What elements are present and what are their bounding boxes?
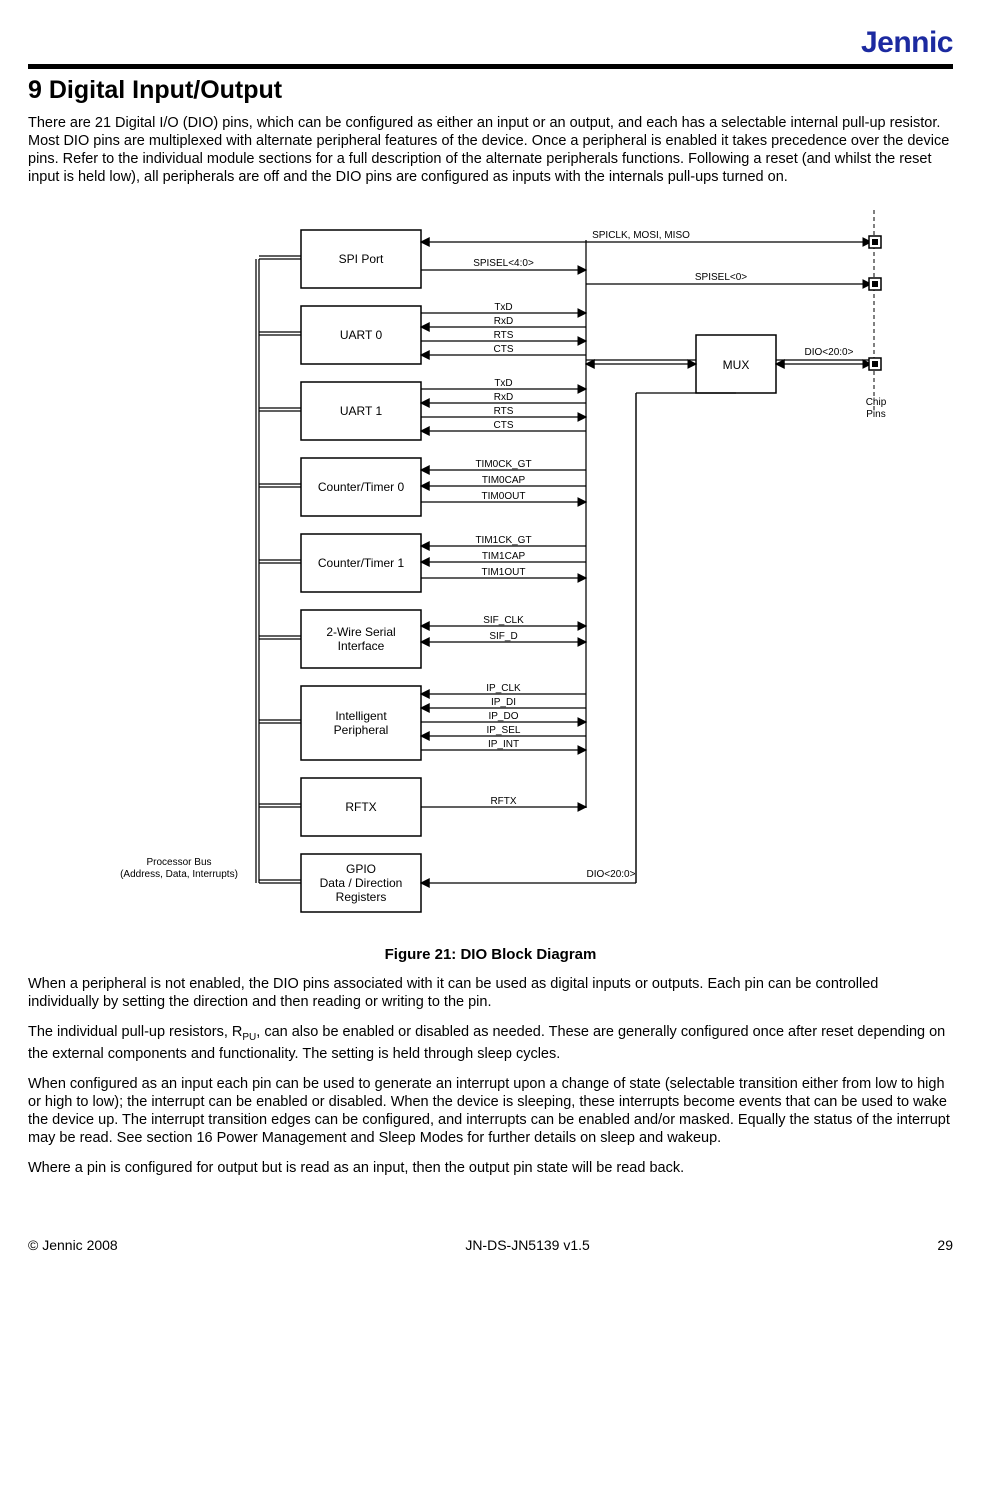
svg-text:IP_SEL: IP_SEL: [486, 725, 520, 736]
svg-text:GPIO: GPIO: [345, 862, 375, 876]
svg-text:MUX: MUX: [722, 358, 749, 372]
paragraph-3: When configured as an input each pin can…: [28, 1075, 953, 1148]
paragraph-4: Where a pin is configured for output but…: [28, 1159, 953, 1177]
svg-text:Data / Direction: Data / Direction: [319, 876, 402, 890]
svg-text:(Address, Data, Interrupts): (Address, Data, Interrupts): [120, 869, 238, 880]
svg-text:RTS: RTS: [493, 330, 513, 341]
svg-text:Registers: Registers: [335, 890, 386, 904]
svg-text:TIM1OUT: TIM1OUT: [481, 567, 525, 578]
figure-caption: Figure 21: DIO Block Diagram: [28, 946, 953, 965]
svg-text:Interface: Interface: [337, 639, 384, 653]
footer-copyright: © Jennic 2008: [28, 1237, 118, 1255]
paragraph-1: When a peripheral is not enabled, the DI…: [28, 975, 953, 1011]
svg-text:TIM0CAP: TIM0CAP: [481, 475, 525, 486]
svg-text:TIM0CK_GT: TIM0CK_GT: [475, 459, 531, 470]
svg-text:SPI Port: SPI Port: [338, 252, 383, 266]
svg-text:SIF_CLK: SIF_CLK: [483, 615, 524, 626]
svg-text:RxD: RxD: [493, 392, 512, 403]
svg-text:TxD: TxD: [494, 378, 512, 389]
intro-paragraph: There are 21 Digital I/O (DIO) pins, whi…: [28, 114, 953, 187]
svg-text:Peripheral: Peripheral: [333, 723, 388, 737]
svg-text:DIO<20:0>: DIO<20:0>: [586, 869, 635, 880]
svg-text:UART 1: UART 1: [339, 404, 382, 418]
svg-text:Pins: Pins: [866, 409, 885, 420]
svg-text:Intelligent: Intelligent: [335, 709, 387, 723]
svg-text:Counter/Timer 1: Counter/Timer 1: [317, 556, 404, 570]
paragraph-2: The individual pull-up resistors, RPU, c…: [28, 1023, 953, 1063]
svg-text:RFTX: RFTX: [345, 800, 376, 814]
svg-text:CTS: CTS: [493, 420, 513, 431]
svg-text:SPISEL<0>: SPISEL<0>: [694, 272, 746, 283]
page-footer: © Jennic 2008 JN-DS-JN5139 v1.5 29: [28, 1237, 953, 1255]
svg-text:IP_INT: IP_INT: [487, 739, 518, 750]
section-heading: 9 Digital Input/Output: [28, 75, 953, 106]
svg-text:IP_DO: IP_DO: [488, 711, 518, 722]
svg-text:Processor Bus: Processor Bus: [146, 857, 211, 868]
svg-text:CTS: CTS: [493, 344, 513, 355]
svg-text:RTS: RTS: [493, 406, 513, 417]
svg-text:IP_DI: IP_DI: [490, 697, 515, 708]
svg-text:Counter/Timer 0: Counter/Timer 0: [317, 480, 404, 494]
svg-text:SIF_D: SIF_D: [489, 631, 517, 642]
svg-text:SPISEL<4:0>: SPISEL<4:0>: [473, 258, 534, 269]
svg-text:TxD: TxD: [494, 302, 512, 313]
dio-block-diagram: Processor Bus(Address, Data, Interrupts)…: [81, 200, 901, 940]
svg-text:Chip: Chip: [865, 397, 886, 408]
svg-text:TIM0OUT: TIM0OUT: [481, 491, 525, 502]
footer-docid: JN-DS-JN5139 v1.5: [465, 1237, 590, 1255]
footer-pagenum: 29: [937, 1237, 953, 1255]
svg-text:DIO<20:0>: DIO<20:0>: [804, 347, 853, 358]
svg-text:2-Wire Serial: 2-Wire Serial: [326, 625, 395, 639]
svg-text:UART 0: UART 0: [339, 328, 382, 342]
svg-text:TIM1CK_GT: TIM1CK_GT: [475, 535, 531, 546]
svg-text:IP_CLK: IP_CLK: [486, 683, 521, 694]
svg-text:SPICLK, MOSI, MISO: SPICLK, MOSI, MISO: [592, 230, 690, 241]
header-rule: [28, 64, 953, 69]
svg-text:TIM1CAP: TIM1CAP: [481, 551, 525, 562]
svg-text:RxD: RxD: [493, 316, 512, 327]
brand-logo: Jennic: [28, 24, 953, 62]
svg-text:RFTX: RFTX: [490, 796, 516, 807]
